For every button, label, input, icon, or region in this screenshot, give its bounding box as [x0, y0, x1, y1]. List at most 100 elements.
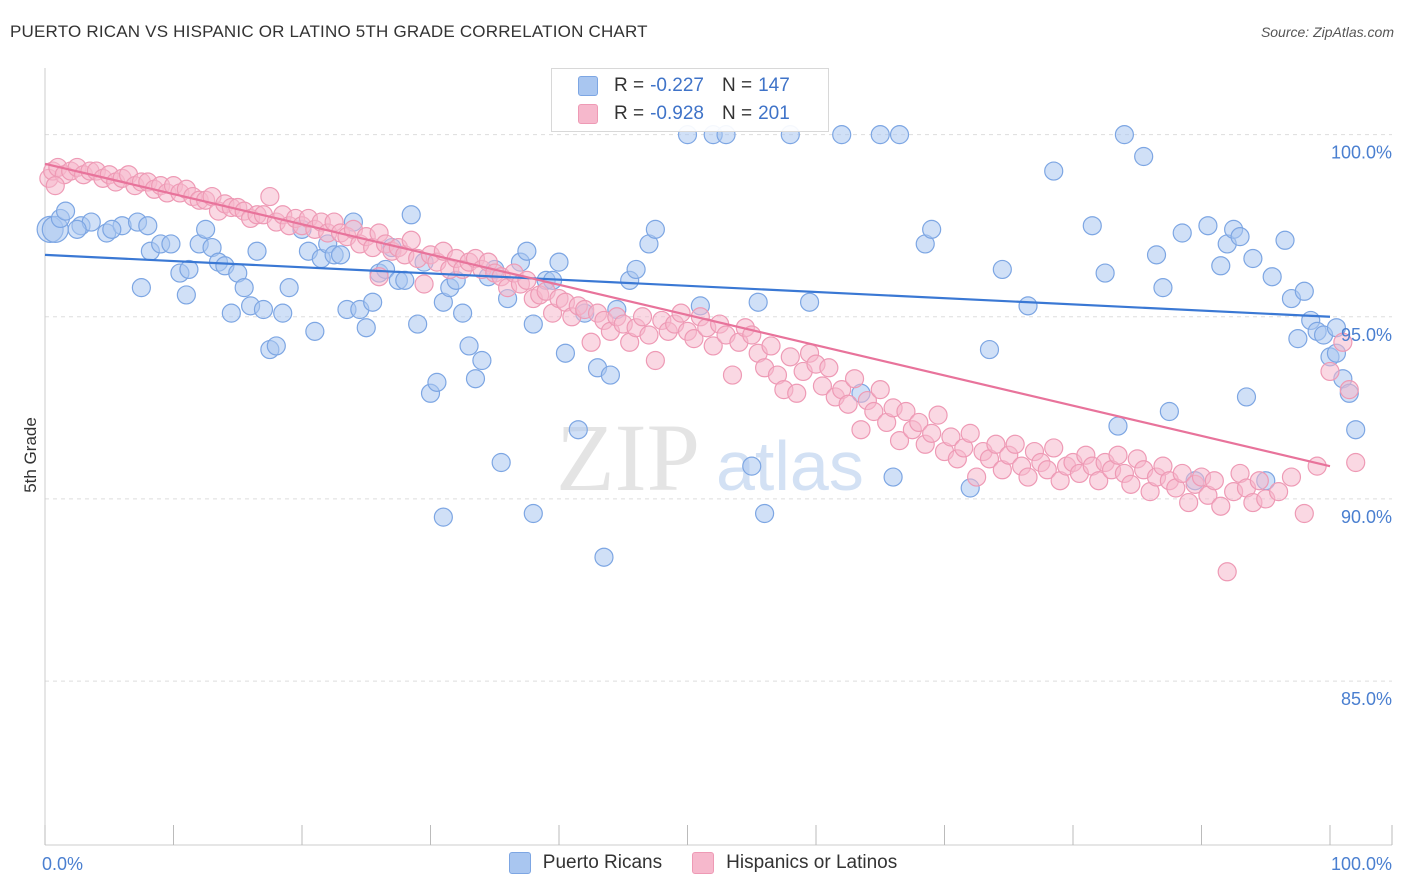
scatter-point — [1281, 467, 1302, 487]
scatter-point — [1159, 401, 1179, 422]
scatter-point — [472, 350, 492, 371]
scatter-point — [517, 270, 537, 290]
scatter-point — [549, 252, 569, 272]
scatter-point — [1346, 420, 1366, 440]
scatter-point — [517, 241, 537, 261]
scatter-point — [742, 456, 762, 476]
scatter-point — [1204, 471, 1224, 491]
scatter-point — [832, 125, 852, 145]
scatter-point — [1134, 146, 1154, 167]
scatter-point — [253, 299, 274, 320]
scatter-point — [1294, 503, 1314, 524]
legend-item-hispanics[interactable]: Hispanics or Latinos — [692, 852, 897, 874]
scatter-point — [1095, 263, 1115, 283]
legend-swatch-pink — [578, 104, 598, 124]
legend-label-puerto-ricans: Puerto Ricans — [542, 852, 663, 873]
y-axis-label: 5th Grade — [21, 417, 40, 493]
scatter-point — [523, 314, 543, 334]
x-tick-label: 0.0% — [42, 854, 83, 874]
scatter-point — [922, 219, 942, 239]
legend-r-label: R = — [614, 75, 645, 96]
scatter-point — [1262, 267, 1282, 287]
scatter-point — [1217, 562, 1237, 582]
scatter-point — [979, 339, 1000, 360]
y-tick-label: 100.0% — [1331, 143, 1392, 163]
scatter-point — [305, 321, 325, 341]
scatter-point — [909, 412, 929, 433]
scatter-point — [960, 423, 980, 443]
scatter-point — [600, 365, 621, 385]
y-tick-label: 90.0% — [1341, 507, 1392, 527]
scatter-point — [992, 259, 1012, 280]
y-tick-label: 85.0% — [1341, 689, 1392, 709]
scatter-point — [1146, 245, 1167, 265]
scatter-point — [889, 125, 910, 145]
scatter-point — [1179, 492, 1199, 513]
scatter-point — [1249, 471, 1269, 491]
scatter-point — [131, 278, 151, 298]
scatter-point — [1339, 380, 1359, 400]
scatter-point — [221, 303, 241, 323]
scatter-point — [1211, 256, 1231, 276]
scatter-point — [684, 329, 704, 349]
scatter-point — [754, 503, 775, 524]
scatter-point — [1288, 329, 1308, 349]
legend-swatch-blue — [578, 76, 598, 96]
scatter-point — [1082, 216, 1102, 236]
scatter-point — [1108, 445, 1128, 465]
scatter-point — [1236, 387, 1257, 407]
scatter-point — [453, 303, 473, 323]
scatter-point — [45, 176, 65, 196]
scatter-point — [427, 372, 447, 392]
scatter-point — [883, 467, 903, 487]
scatter-point — [1114, 125, 1135, 145]
scatter-point — [1018, 296, 1038, 316]
scatter-point — [787, 383, 807, 403]
scatter-point — [1172, 223, 1192, 243]
source-label: Source: ZipAtlas.com — [1260, 24, 1394, 40]
scatter-point — [1018, 467, 1038, 487]
series-legend: Puerto Ricans Hispanics or Latinos — [0, 852, 1406, 874]
scatter-point — [1275, 230, 1295, 250]
scatter-point — [896, 401, 916, 422]
scatter-point — [401, 205, 421, 225]
scatter-point — [864, 401, 884, 422]
scatter-point — [414, 274, 434, 294]
scatter-point — [844, 369, 865, 389]
scatter-point — [645, 350, 665, 371]
trend-line-puerto-ricans — [44, 253, 1331, 318]
scatter-point — [465, 369, 486, 389]
scatter-point — [851, 420, 871, 440]
scatter-point — [1307, 456, 1327, 476]
scatter-point — [491, 452, 511, 473]
legend-n-label: N = — [721, 75, 753, 96]
legend-item-puerto-ricans[interactable]: Puerto Ricans — [508, 852, 663, 874]
legend-label-hispanics: Hispanics or Latinos — [726, 852, 898, 873]
scatter-point — [986, 434, 1006, 454]
scatter-point — [632, 307, 653, 327]
scatter-point — [102, 219, 122, 239]
scatter-point — [1230, 227, 1250, 247]
scatter-point — [748, 292, 768, 312]
scatter-point — [703, 336, 723, 356]
scatter-point — [260, 186, 280, 207]
legend-n-label: N = — [721, 103, 753, 124]
scatter-point — [356, 318, 376, 338]
scatter-point — [555, 343, 576, 363]
scatter-point — [1243, 248, 1263, 269]
scatter-point — [138, 216, 158, 236]
scatter-point — [1211, 496, 1231, 516]
scatter-point — [967, 467, 987, 487]
legend-r-value: -0.227 — [650, 75, 704, 96]
scatter-point — [330, 245, 351, 265]
scatter-point — [161, 234, 181, 254]
scatter-point — [55, 201, 76, 221]
scatter-point — [1172, 463, 1192, 484]
scatter-point — [408, 314, 428, 334]
scatter-point — [234, 278, 254, 298]
scatter-point — [594, 547, 614, 567]
legend-box: R = -0.227 N = 147 R = -0.928 N = 201 — [551, 68, 829, 132]
trend-line-hispanics — [44, 162, 1331, 468]
scatter-point — [1320, 361, 1340, 382]
